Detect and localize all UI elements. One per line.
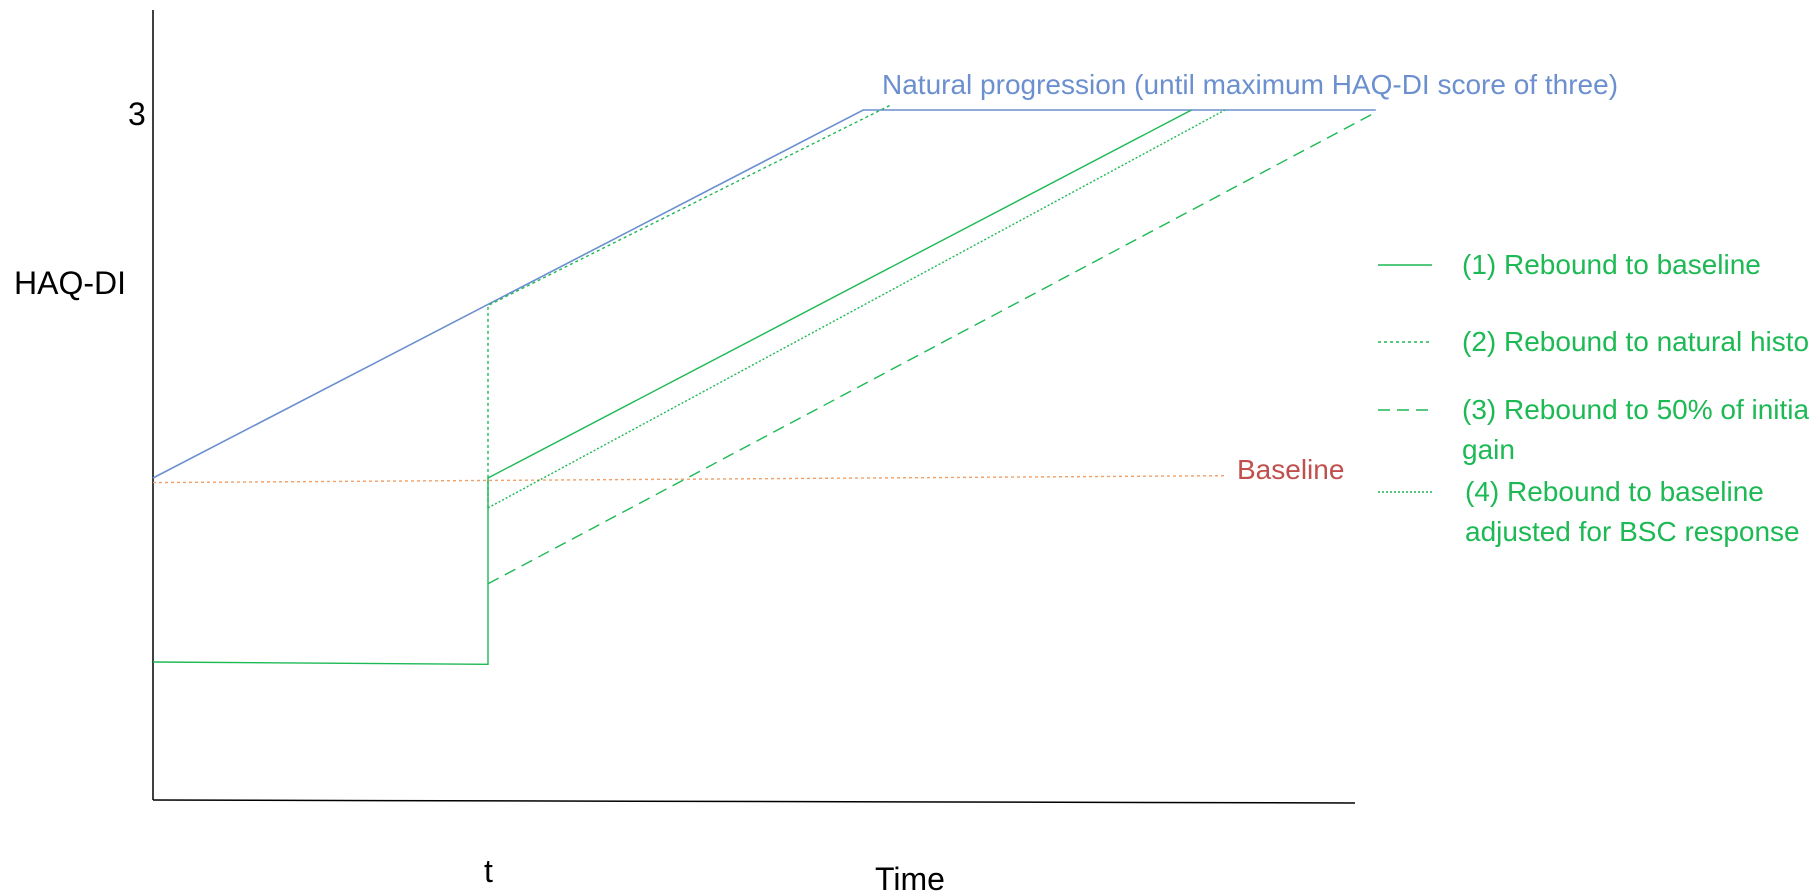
series-line-r3 [487,111,1377,585]
series-line-natural [152,109,1376,479]
x-axis-label: Time [875,861,945,892]
legend-label-r1: (1) Rebound to baseline [1462,249,1761,280]
series-line-baseline [152,475,1226,484]
baseline-label: Baseline [1237,454,1344,485]
series-layer [152,104,1377,666]
axes [152,10,1356,804]
legend-label-r4: (4) Rebound to baseline [1465,476,1764,507]
series-line-r4 [487,109,1226,509]
x-tick-label: t [484,853,493,889]
natural-progression-label: Natural progression (until maximum HAQ-D… [882,69,1618,100]
x-axis-line [152,799,1356,804]
legend-label-r2: (2) Rebound to natural history [1462,326,1809,357]
series-line-r2 [487,104,891,508]
legend: (1) Rebound to baseline (2) Rebound to na… [1378,249,1809,547]
series-line-r1 [487,109,1192,479]
y-axis-label: HAQ-DI [14,265,126,301]
legend-label-r4-line2: adjusted for BSC response [1465,516,1800,547]
y-tick-label: 3 [128,96,146,132]
series-line-treatment [152,478,489,666]
legend-label-r3: (3) Rebound to 50% of initial [1462,394,1809,425]
legend-label-r3-line2: gain [1462,434,1515,465]
